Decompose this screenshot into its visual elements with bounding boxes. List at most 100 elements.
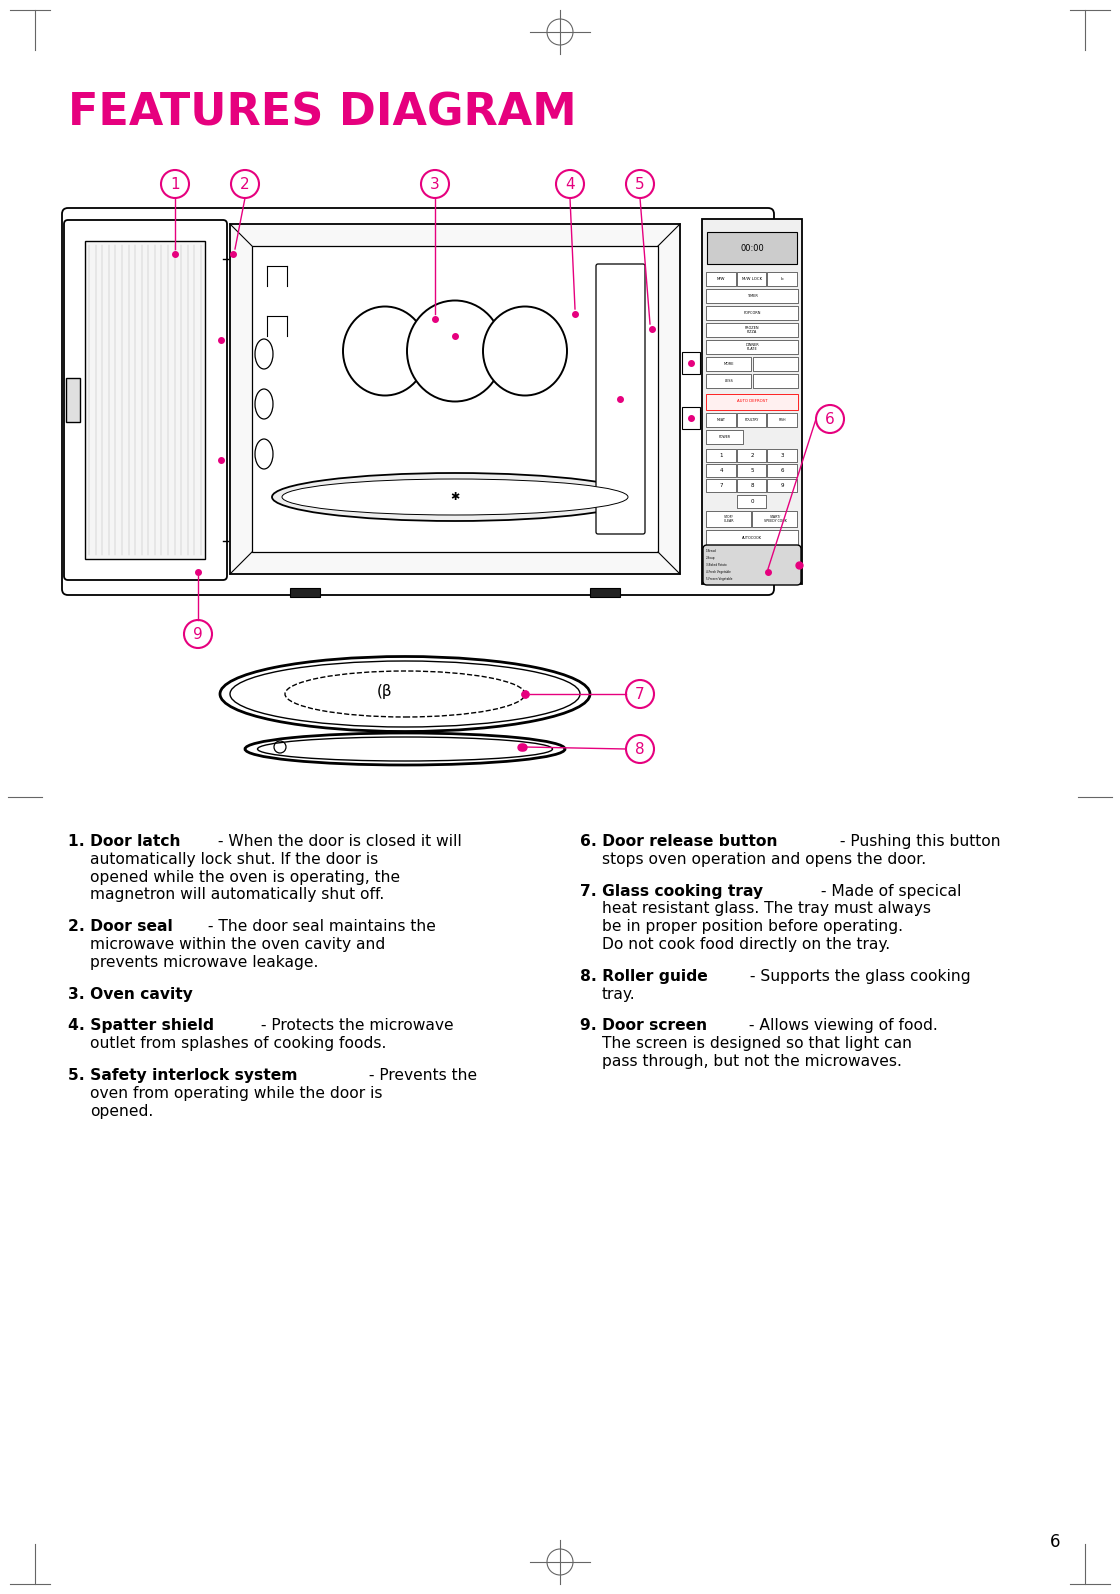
Text: 4: 4 [719, 469, 724, 473]
Text: MORE: MORE [724, 362, 735, 367]
Bar [737, 496, 766, 508]
Text: FEATURES DIAGRAM: FEATURES DIAGRAM [68, 91, 577, 134]
Text: - The door seal maintains the: - The door seal maintains the [203, 920, 436, 934]
Text: heat resistant glass. The tray must always: heat resistant glass. The tray must alwa… [603, 901, 931, 917]
Bar [706, 413, 736, 427]
Bar [706, 340, 797, 354]
Ellipse shape [483, 306, 567, 395]
FancyBboxPatch shape [62, 207, 774, 595]
Text: POWER: POWER [718, 435, 730, 438]
FancyBboxPatch shape [64, 220, 227, 580]
Text: pass through, but not the microwaves.: pass through, but not the microwaves. [603, 1054, 902, 1070]
Ellipse shape [282, 480, 628, 515]
Bar [737, 480, 766, 493]
Bar [252, 245, 659, 552]
Text: 2: 2 [240, 177, 250, 191]
Text: STOP/
CLEAR: STOP/ CLEAR [724, 515, 735, 523]
Text: 8: 8 [635, 741, 645, 757]
Bar [682, 352, 700, 375]
Text: START/
SPEEDY COOK: START/ SPEEDY COOK [764, 515, 786, 523]
Text: 2: 2 [750, 453, 754, 457]
FancyBboxPatch shape [596, 265, 645, 534]
FancyBboxPatch shape [703, 545, 801, 585]
Text: 8: 8 [750, 483, 754, 488]
Text: 4.Fresh Vegetable: 4.Fresh Vegetable [706, 571, 731, 574]
Bar [706, 464, 736, 477]
Text: 9: 9 [781, 483, 784, 488]
Ellipse shape [343, 306, 427, 395]
Ellipse shape [284, 671, 525, 717]
Bar [706, 394, 797, 410]
Text: 7. Glass cooking tray: 7. Glass cooking tray [580, 883, 763, 899]
Bar [702, 218, 802, 583]
Text: magnetron will automatically shut off.: magnetron will automatically shut off. [90, 888, 384, 902]
Text: automatically lock shut. If the door is: automatically lock shut. If the door is [90, 851, 379, 867]
Bar [230, 225, 680, 574]
Text: M/W: M/W [717, 277, 726, 281]
Text: 6: 6 [825, 411, 834, 427]
Bar [706, 289, 797, 303]
Bar [706, 357, 752, 371]
Ellipse shape [255, 389, 273, 419]
Bar [590, 588, 620, 598]
Text: 9: 9 [193, 626, 203, 641]
Text: (β: (β [377, 684, 393, 698]
Text: 4. Spatter shield: 4. Spatter shield [68, 1019, 214, 1033]
Bar [767, 480, 797, 493]
Text: 1.Bread: 1.Bread [706, 548, 717, 553]
Bar [737, 464, 766, 477]
Text: LESS: LESS [725, 379, 734, 383]
Bar [706, 480, 736, 493]
Text: 4: 4 [566, 177, 575, 191]
Text: 6: 6 [781, 469, 784, 473]
Text: FROZEN
PIZZA: FROZEN PIZZA [745, 325, 759, 335]
Text: M/W LOCK: M/W LOCK [741, 277, 762, 281]
Text: 1. Door latch: 1. Door latch [68, 834, 180, 850]
Ellipse shape [272, 473, 638, 521]
Text: lb: lb [781, 277, 784, 281]
Text: 1: 1 [719, 453, 724, 457]
Text: 9. Door screen: 9. Door screen [580, 1019, 707, 1033]
Text: 3. Oven cavity: 3. Oven cavity [68, 987, 193, 1001]
Text: microwave within the oven cavity and: microwave within the oven cavity and [90, 937, 385, 952]
Text: 3: 3 [430, 177, 440, 191]
Bar [767, 413, 797, 427]
Text: 2. Door seal: 2. Door seal [68, 920, 172, 934]
Text: - Made of specical: - Made of specical [816, 883, 962, 899]
Text: TIMER: TIMER [747, 293, 757, 298]
Text: 3: 3 [781, 453, 784, 457]
Bar [706, 512, 752, 528]
Text: DINNER
PLATE: DINNER PLATE [745, 343, 759, 351]
Text: - Supports the glass cooking: - Supports the glass cooking [745, 969, 970, 983]
Text: Do not cook food directly on the tray.: Do not cook food directly on the tray. [603, 937, 890, 952]
Text: - When the door is closed it will: - When the door is closed it will [213, 834, 461, 850]
Text: 5.Frozen Vegetable: 5.Frozen Vegetable [706, 577, 732, 580]
Ellipse shape [258, 736, 552, 760]
Text: - Allows viewing of food.: - Allows viewing of food. [744, 1019, 937, 1033]
Bar [737, 450, 766, 462]
Bar [753, 357, 797, 371]
Text: ✱: ✱ [450, 493, 459, 502]
Bar [706, 273, 736, 285]
Bar [707, 233, 797, 265]
Text: 6: 6 [1049, 1533, 1061, 1551]
Text: opened.: opened. [90, 1103, 153, 1119]
Text: POULTRY: POULTRY [745, 418, 759, 422]
Text: 6. Door release button: 6. Door release button [580, 834, 777, 850]
Text: tray.: tray. [603, 987, 636, 1001]
Text: prevents microwave leakage.: prevents microwave leakage. [90, 955, 318, 969]
Bar [290, 588, 320, 598]
Text: 8. Roller guide: 8. Roller guide [580, 969, 708, 983]
Text: POPCORN: POPCORN [744, 311, 760, 316]
Text: 5. Safety interlock system: 5. Safety interlock system [68, 1068, 298, 1082]
Text: oven from operating while the door is: oven from operating while the door is [90, 1086, 383, 1101]
Bar [767, 464, 797, 477]
Text: 0: 0 [750, 499, 754, 504]
Ellipse shape [407, 301, 503, 402]
Bar [706, 450, 736, 462]
Text: 3.Baked Potato: 3.Baked Potato [706, 563, 727, 567]
Ellipse shape [230, 662, 580, 727]
Text: AUTO DEFROST: AUTO DEFROST [737, 398, 767, 403]
Text: 2.Soup: 2.Soup [706, 556, 716, 559]
Text: 7: 7 [635, 687, 645, 701]
